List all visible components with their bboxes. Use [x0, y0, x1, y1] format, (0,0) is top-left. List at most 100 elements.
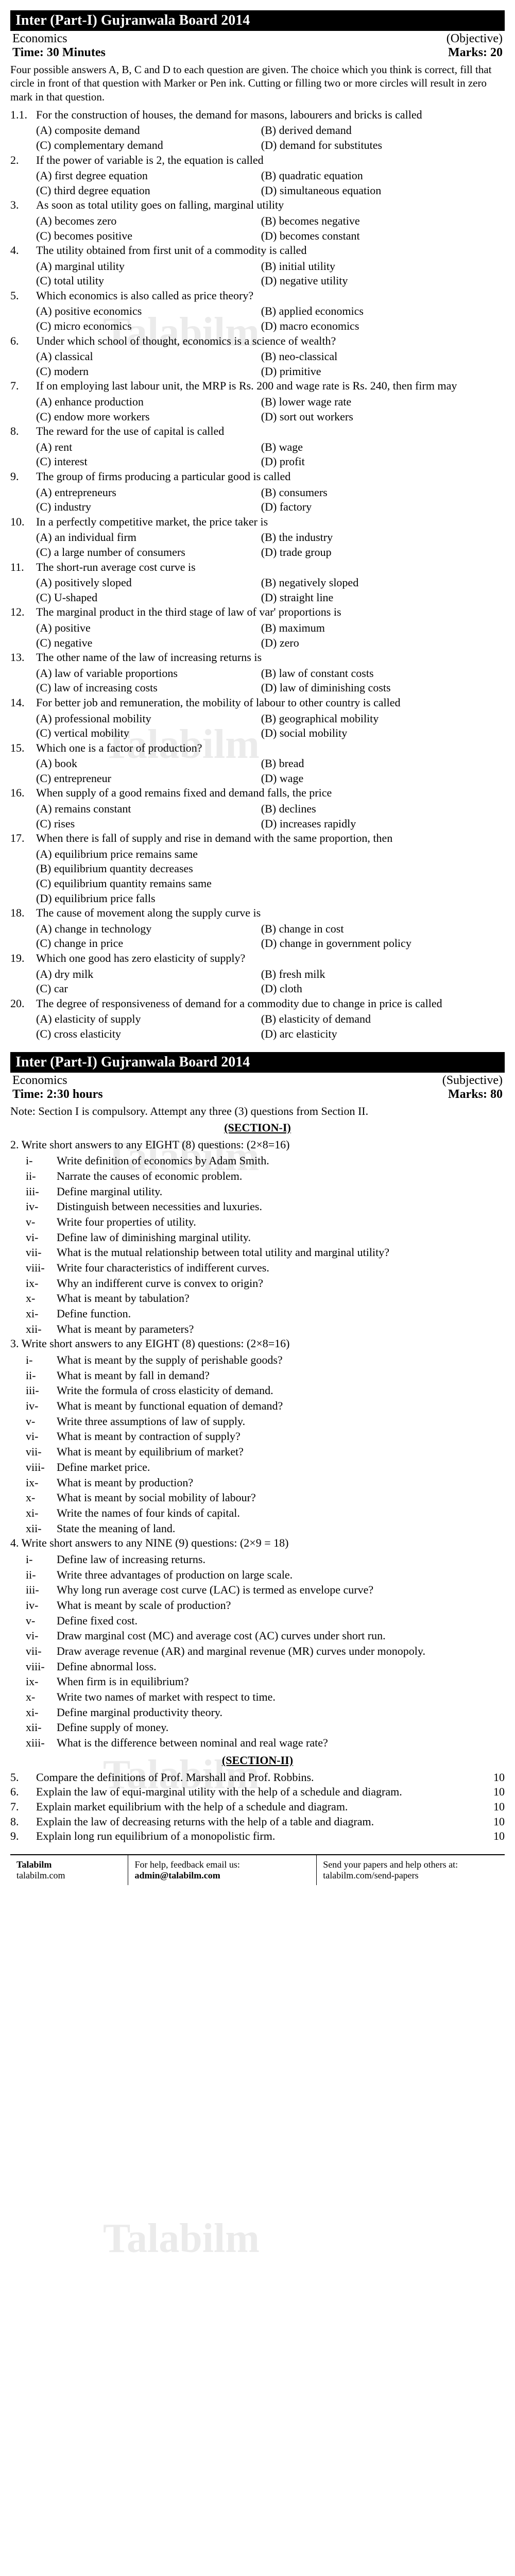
short-question: iv-What is meant by functional equation … — [26, 1398, 505, 1414]
short-question: vi-Draw marginal cost (MC) and average c… — [26, 1628, 505, 1643]
short-question: i-Define law of increasing returns. — [26, 1552, 505, 1567]
mcq-option: (B) quadratic equation — [261, 168, 486, 183]
short-question: xii-Define supply of money. — [26, 1720, 505, 1735]
mcq-option: (B) applied economics — [261, 304, 486, 319]
mcq-option: (C) third degree equation — [36, 183, 261, 198]
short-question: vi-Define law of diminishing marginal ut… — [26, 1230, 505, 1245]
footer-brand: Talabilm talabilm.com — [10, 1855, 128, 1885]
mcq-option: (A) law of variable proportions — [36, 666, 261, 681]
mcq-option: (B) neo-classical — [261, 349, 486, 364]
mcq-option: (B) becomes negative — [261, 214, 486, 229]
mcq-option: (D) change in government policy — [261, 936, 486, 951]
mcq-option: (B) wage — [261, 440, 486, 455]
mcq-option: (A) positively sloped — [36, 575, 261, 590]
short-question: xi-Define function. — [26, 1306, 505, 1321]
short-question: iv-Distinguish between necessities and l… — [26, 1199, 505, 1214]
mcq-question: 20.The degree of responsiveness of deman… — [10, 996, 505, 1011]
mcq-option: (D) trade group — [261, 545, 486, 560]
short-question: xi-Define marginal productivity theory. — [26, 1705, 505, 1720]
mcq-question: 4.The utility obtained from first unit o… — [10, 243, 505, 258]
short-question: i-What is meant by the supply of perisha… — [26, 1352, 505, 1368]
note-subj: Note: Section I is compulsory. Attempt a… — [10, 1105, 505, 1118]
short-question: viii-Write four characteristics of indif… — [26, 1260, 505, 1276]
mcq-option: (A) equilibrium price remains same — [36, 847, 505, 862]
mcq-option: (D) zero — [261, 636, 486, 651]
mcq-option: (C) change in price — [36, 936, 261, 951]
mcq-option: (D) social mobility — [261, 726, 486, 741]
watermark: Talabilm — [103, 2215, 260, 2262]
mcq-option: (D) sort out workers — [261, 410, 486, 425]
short-question: ii-Write three advantages of production … — [26, 1567, 505, 1583]
footer: Talabilm talabilm.com For help, feedback… — [10, 1854, 505, 1885]
long-question: 6.Explain the law of equi-marginal utili… — [10, 1785, 505, 1800]
mcq-option: (B) change in cost — [261, 922, 486, 937]
short-question: ii-Narrate the causes of economic proble… — [26, 1168, 505, 1184]
mcq-option: (B) fresh milk — [261, 967, 486, 982]
long-question: 8.Explain the law of decreasing returns … — [10, 1815, 505, 1829]
mcq-question: 16.When supply of a good remains fixed a… — [10, 786, 505, 801]
type-subj: (Subjective) — [442, 1074, 503, 1088]
mcq-option: (D) demand for substitutes — [261, 138, 486, 153]
short-question: xiii-What is the difference between nomi… — [26, 1735, 505, 1751]
mcq-option: (B) maximum — [261, 621, 486, 636]
mcq-option: (D) arc elasticity — [261, 1027, 486, 1042]
mcq-option: (C) car — [36, 981, 261, 996]
section-2-head: (SECTION-II) — [10, 1754, 505, 1767]
mcq-option: (B) law of constant costs — [261, 666, 486, 681]
mcq-option: (A) professional mobility — [36, 711, 261, 726]
marks-subj: Marks: 80 — [448, 1088, 503, 1101]
short-question: xii-What is meant by parameters? — [26, 1321, 505, 1337]
mcq-question: 17.When there is fall of supply and rise… — [10, 831, 505, 846]
short-question: iii-Define marginal utility. — [26, 1184, 505, 1199]
mcq-option: (C) negative — [36, 636, 261, 651]
short-question: vii-What is the mutual relationship betw… — [26, 1245, 505, 1260]
mcq-option: (C) a large number of consumers — [36, 545, 261, 560]
mcq-option: (D) increases rapidly — [261, 817, 486, 832]
mcq-option: (D) macro economics — [261, 319, 486, 334]
short-question: vii-What is meant by equilibrium of mark… — [26, 1444, 505, 1460]
mcq-option: (D) equilibrium price falls — [36, 891, 505, 906]
mcq-question: 11.The short-run average cost curve is — [10, 560, 505, 575]
long-question: 9.Explain long run equilibrium of a mono… — [10, 1829, 505, 1844]
mcq-option: (B) derived demand — [261, 123, 486, 138]
short-question: vi-What is meant by contraction of suppl… — [26, 1429, 505, 1444]
mcq-option: (D) profit — [261, 454, 486, 469]
subject-subj: Economics — [12, 1074, 67, 1088]
mcq-question: 12.The marginal product in the third sta… — [10, 605, 505, 620]
long-question: 7.Explain market equilibrium with the he… — [10, 1800, 505, 1815]
q2-head: 2. Write short answers to any EIGHT (8) … — [10, 1138, 505, 1153]
mcq-question: 8.The reward for the use of capital is c… — [10, 424, 505, 439]
mcq-question: 18.The cause of movement along the suppl… — [10, 906, 505, 921]
mcq-question: 6.Under which school of thought, economi… — [10, 334, 505, 349]
mcq-question: 1.1.For the construction of houses, the … — [10, 108, 505, 123]
mcq-option: (A) change in technology — [36, 922, 261, 937]
mcq-option: (C) rises — [36, 817, 261, 832]
mcq-option: (B) consumers — [261, 485, 486, 500]
mcq-option: (A) composite demand — [36, 123, 261, 138]
marks-obj: Marks: 20 — [448, 46, 503, 60]
q3-head: 3. Write short answers to any EIGHT (8) … — [10, 1336, 505, 1351]
mcq-question: 7.If on employing last labour unit, the … — [10, 379, 505, 394]
header-subjective: Inter (Part-I) Gujranwala Board 2014 — [10, 1052, 505, 1073]
mcq-option: (B) initial utility — [261, 259, 486, 274]
mcq-option: (D) cloth — [261, 981, 486, 996]
time-subj: Time: 2:30 hours — [12, 1088, 103, 1101]
short-question: ix-What is meant by production? — [26, 1475, 505, 1490]
mcq-option: (D) negative utility — [261, 274, 486, 289]
short-question: x-Write two names of market with respect… — [26, 1689, 505, 1705]
subject-obj: Economics — [12, 32, 67, 46]
mcq-option: (B) equilibrium quantity decreases — [36, 861, 505, 876]
mcq-option: (A) entrepreneurs — [36, 485, 261, 500]
section-1-head: (SECTION-I) — [10, 1121, 505, 1134]
mcq-question: 13.The other name of the law of increasi… — [10, 650, 505, 665]
mcq-option: (C) vertical mobility — [36, 726, 261, 741]
short-question: ix-Why an indifferent curve is convex to… — [26, 1276, 505, 1291]
short-question: ii-What is meant by fall in demand? — [26, 1368, 505, 1383]
mcq-option: (C) cross elasticity — [36, 1027, 261, 1042]
mcq-question: 19.Which one good has zero elasticity of… — [10, 951, 505, 966]
mcq-option: (D) factory — [261, 500, 486, 515]
mcq-option: (D) becomes constant — [261, 229, 486, 244]
mcq-question: 15.Which one is a factor of production? — [10, 741, 505, 756]
short-question: xii-State the meaning of land. — [26, 1521, 505, 1536]
short-question: xi-Write the names of four kinds of capi… — [26, 1505, 505, 1521]
